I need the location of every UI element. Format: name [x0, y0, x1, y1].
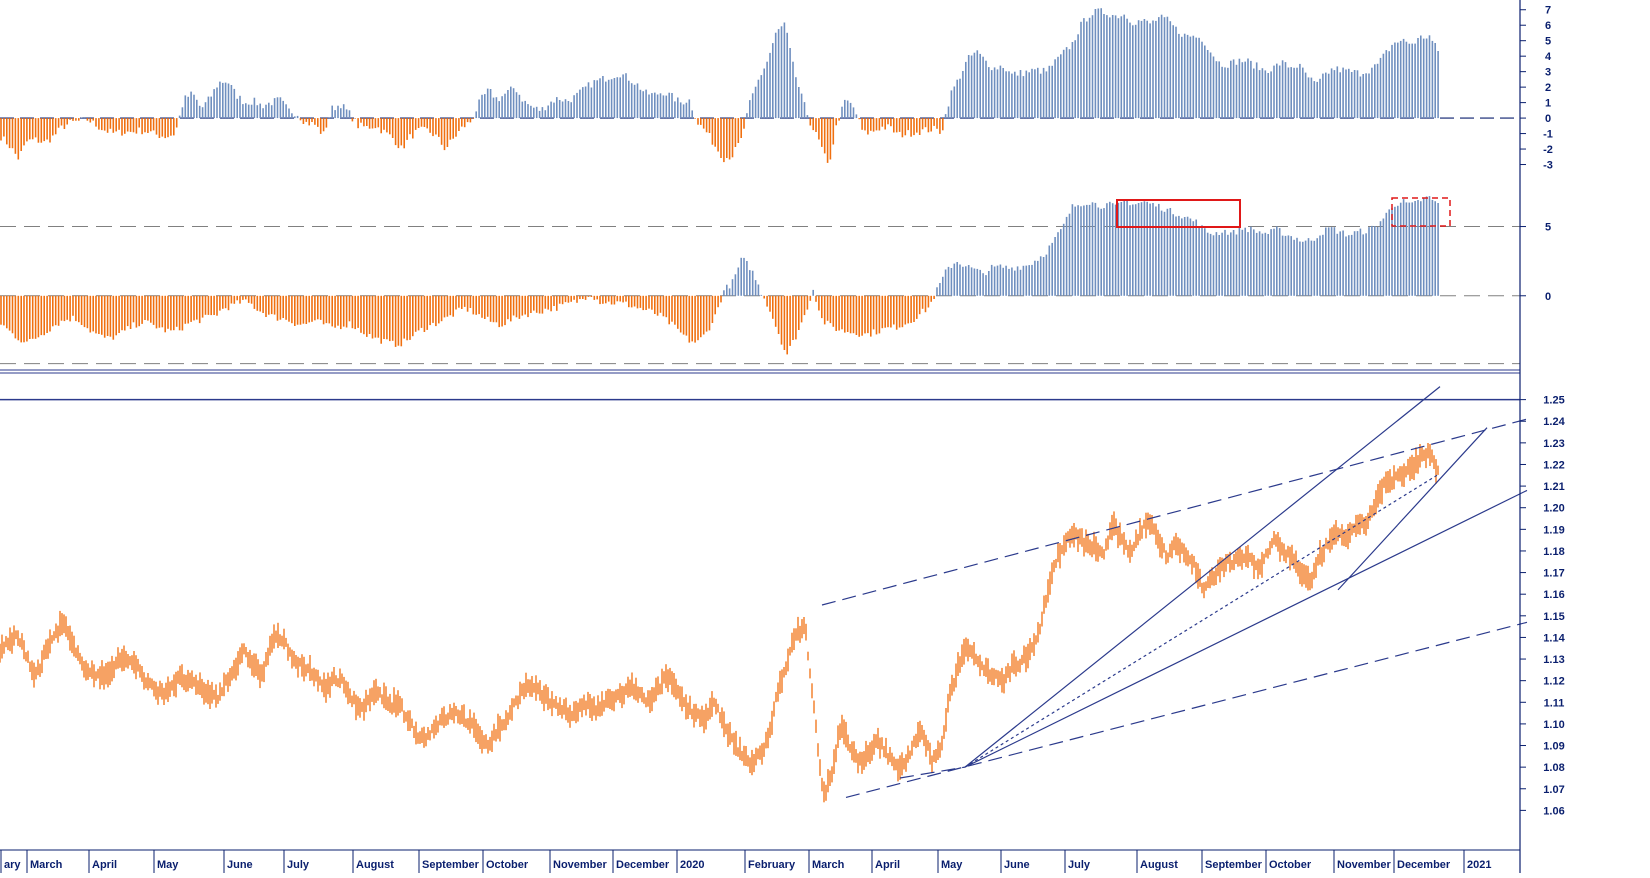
- axis-tick-label: 1.07: [1543, 784, 1564, 796]
- axis-tick-label: 2: [1545, 82, 1551, 94]
- axis-tick-label: 4: [1545, 51, 1552, 63]
- month-label: June: [1004, 859, 1030, 871]
- trend-line: [964, 474, 1438, 768]
- month-label: November: [553, 859, 608, 871]
- month-label: April: [92, 859, 117, 871]
- month-label: March: [812, 859, 845, 871]
- month-label: June: [227, 859, 253, 871]
- axis-tick-label: 1.19: [1543, 524, 1564, 536]
- axis-tick-label: 1.13: [1543, 654, 1564, 666]
- axis-tick-label: 1.09: [1543, 741, 1564, 753]
- axis-tick-label: 1.17: [1543, 568, 1564, 580]
- trend-line: [1337, 427, 1488, 591]
- axis-tick-label: 1.20: [1543, 503, 1564, 515]
- month-label: April: [875, 859, 900, 871]
- month-label: September: [1205, 859, 1263, 871]
- axis-tick-label: 1.21: [1543, 481, 1564, 493]
- month-label: February: [748, 859, 796, 871]
- axis-tick-label: 1.14: [1543, 632, 1565, 644]
- month-label: August: [356, 859, 394, 871]
- axis-tick-label: 0: [1545, 291, 1551, 303]
- month-label: ary: [4, 859, 21, 871]
- month-label: October: [1269, 859, 1312, 871]
- axis-tick-label: 6: [1545, 20, 1551, 32]
- axis-tick-label: 7: [1545, 5, 1551, 17]
- top-oscillator-panel: [0, 8, 1520, 163]
- month-label: August: [1140, 859, 1178, 871]
- right-axis: 7 6 5 4 3 2 1 0 -1 -2 -3 5 0 1.25 1.24 1.23 1.22 1.21 1.20…: [1519, 0, 1566, 873]
- month-label: July: [1068, 859, 1091, 871]
- month-label: December: [1397, 859, 1451, 871]
- axis-tick-label: 5: [1545, 222, 1551, 234]
- axis-tick-label: 1.11: [1544, 697, 1565, 709]
- month-label: November: [1337, 859, 1392, 871]
- axis-tick-label: 5: [1545, 36, 1551, 48]
- month-label: 2020: [680, 859, 704, 871]
- trend-line: [964, 489, 1528, 768]
- trend-line: [964, 386, 1441, 768]
- axis-tick-label: 1.16: [1543, 589, 1564, 601]
- axis-tick-label: 3: [1545, 67, 1551, 79]
- trend-line: [821, 418, 1528, 606]
- month-label: May: [157, 859, 179, 871]
- axis-tick-label: -2: [1543, 144, 1553, 156]
- axis-tick-label: 0: [1545, 113, 1551, 125]
- axis-tick-label: 1.22: [1543, 459, 1564, 471]
- axis-tick-label: 1: [1545, 98, 1551, 110]
- axis-tick-label: 1.12: [1543, 676, 1564, 688]
- axis-tick-label: 1.18: [1543, 546, 1564, 558]
- month-axis: ary March April May June July August September O…: [0, 849, 1520, 873]
- axis-tick-label: 1.08: [1543, 762, 1564, 774]
- month-label: October: [486, 859, 529, 871]
- month-label: May: [941, 859, 963, 871]
- axis-tick-label: 1.25: [1543, 395, 1564, 407]
- price-panel: [0, 369, 1528, 803]
- month-label: July: [287, 859, 310, 871]
- month-label: March: [30, 859, 63, 871]
- month-label: 2021: [1467, 859, 1491, 871]
- axis-tick-label: 1.15: [1543, 611, 1564, 623]
- axis-tick-label: 1.24: [1543, 416, 1565, 428]
- trend-line: [845, 621, 1528, 798]
- trend-line: [899, 766, 966, 779]
- axis-tick-label: 1.06: [1543, 805, 1564, 817]
- axis-tick-label: -3: [1543, 160, 1553, 172]
- month-label: September: [422, 859, 480, 871]
- axis-tick-label: 1.10: [1543, 719, 1564, 731]
- month-label: December: [616, 859, 670, 871]
- highlight-box-dashed: [1391, 197, 1451, 227]
- axis-tick-label: 1.23: [1543, 438, 1564, 450]
- middle-oscillator-panel: [0, 196, 1520, 365]
- highlight-box: [1116, 199, 1241, 228]
- axis-tick-label: -1: [1543, 129, 1553, 141]
